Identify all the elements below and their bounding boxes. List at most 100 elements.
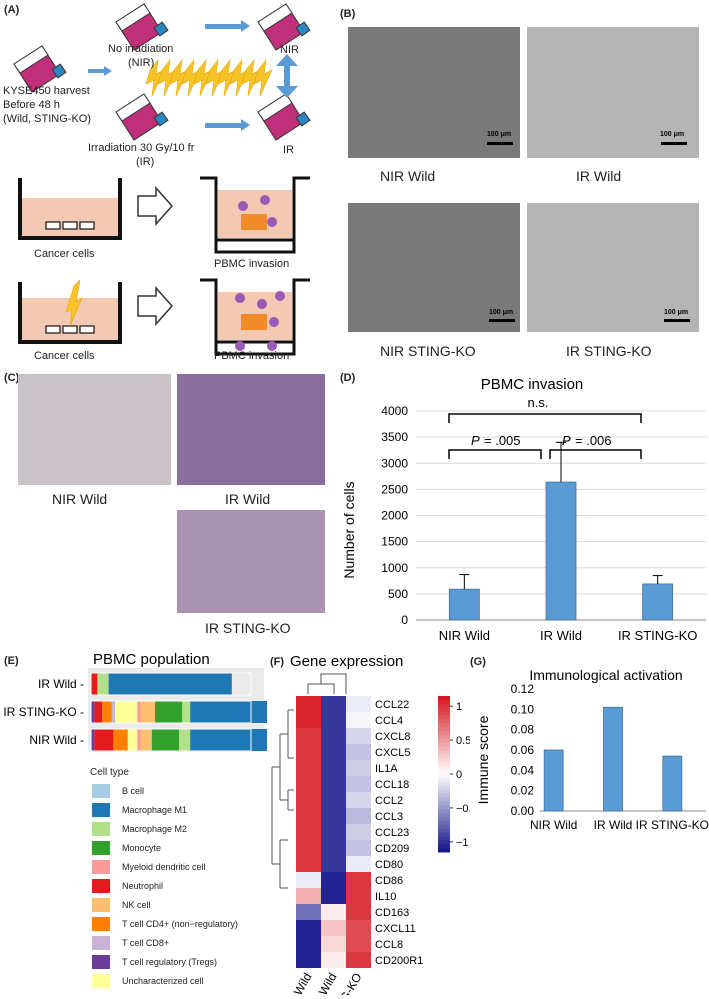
- chart-title: PBMC population: [93, 651, 210, 668]
- heatmap-cell: [346, 760, 371, 776]
- colorbar-step: [438, 770, 450, 775]
- heatmap-cell: [346, 792, 371, 808]
- colorbar-step: [438, 793, 450, 798]
- colorbar-step: [438, 824, 450, 830]
- colorbar-step: [438, 735, 450, 740]
- legend-item: T cell CD4+ (non−regulatory): [92, 917, 238, 931]
- row-label: CD80: [375, 859, 403, 871]
- ir-paren-label: (IR): [136, 156, 155, 168]
- y-axis-label: Number of cells: [341, 481, 357, 578]
- stacked-segment: [94, 729, 114, 751]
- stacked-segment: [111, 701, 115, 723]
- micrograph-label-ir-wild: IR Wild: [576, 168, 622, 184]
- bar: [448, 588, 480, 621]
- legend-swatch: [92, 955, 110, 969]
- row-dendrogram: [271, 709, 294, 889]
- heatmap-cell: [296, 888, 321, 904]
- legend-label: Uncharacterized cell: [122, 976, 204, 986]
- stacked-segment: [182, 701, 191, 723]
- colorbar-step: [438, 758, 450, 763]
- stacked-segment: [91, 673, 98, 695]
- colorbar: 1 0.5 0 −0.5 −1: [438, 696, 470, 853]
- colorbar-step: [438, 785, 450, 791]
- x-tick-label: IR Wild: [540, 628, 582, 643]
- category-label: NIR Wild -: [29, 733, 84, 747]
- legend-swatch: [92, 784, 110, 798]
- legend-item: Macrophage M2: [92, 822, 187, 836]
- gene-expression-heatmap: Gene expression CCL22 CCL4 CXCL8 CXCL5 IL1A C…: [271, 653, 470, 995]
- heatmap-cell: [321, 776, 346, 792]
- panel-letter-f: (F): [270, 656, 285, 668]
- heatmap-cell: [296, 760, 321, 776]
- x-tick-label: IR STING-KO: [618, 628, 697, 643]
- harvest-line1: KYSE450 harvest: [3, 85, 90, 97]
- y-tick-label: 2500: [381, 482, 408, 496]
- stacked-segment: [127, 729, 138, 751]
- colorbar-step: [438, 696, 450, 701]
- legend-item: Macrophage M1: [92, 803, 187, 817]
- heatmap-cell: [346, 936, 371, 952]
- row-label: CCL22: [375, 699, 409, 711]
- row-label: CXCL5: [375, 747, 410, 759]
- bar: [662, 755, 683, 812]
- p-label: P: [471, 433, 480, 448]
- heatmap-cell: [321, 696, 346, 712]
- row-label: CCL3: [375, 811, 403, 823]
- legend-swatch: [92, 917, 110, 931]
- row-label: CCL18: [375, 779, 409, 791]
- legend-label: Neutrophil: [122, 881, 164, 891]
- stacked-segment: [155, 701, 183, 723]
- flask-icon: [257, 93, 311, 141]
- chart-title: Immunological activation: [529, 667, 682, 683]
- y-tick-label: 500: [388, 587, 408, 601]
- legend-item: T cell CD8+: [92, 936, 169, 950]
- panel-letter-c: (C): [4, 372, 20, 384]
- colorbar-step: [438, 738, 450, 744]
- heatmap-cell: [296, 872, 321, 888]
- legend-label: T cell CD8+: [122, 938, 170, 948]
- p-value-2: = .006: [575, 433, 612, 448]
- heatmap-cell: [321, 936, 346, 952]
- panel-letter-e: (E): [4, 655, 19, 667]
- y-tick-label: 1000: [381, 561, 408, 575]
- colorbar-step: [438, 832, 450, 837]
- chart-title: PBMC invasion: [481, 376, 584, 393]
- heatmap-cell: [321, 712, 346, 728]
- colorbar-tick-label: 0: [456, 769, 462, 781]
- row-label: CD209: [375, 843, 409, 855]
- colorbar-step: [438, 828, 450, 833]
- heatmap-cell: [321, 760, 346, 776]
- row-label: CCL23: [375, 827, 409, 839]
- harvest-line2: Before 48 h: [3, 99, 60, 111]
- row-label: CCL8: [375, 939, 403, 951]
- legend-swatch: [92, 879, 110, 893]
- stacked-segment: [102, 701, 112, 723]
- heatmap-cell: [346, 856, 371, 872]
- legend-item: Uncharacterized cell: [92, 974, 204, 988]
- colorbar-tick-label: −0.5: [456, 803, 470, 815]
- colorbar-step: [438, 699, 450, 705]
- invasion-image-ir-wild: [177, 374, 325, 485]
- bar-outline: [90, 728, 252, 752]
- micrograph-label-nir-sting-ko: NIR STING-KO: [380, 343, 476, 359]
- y-tick-label: 3500: [381, 430, 408, 444]
- stacked-segment: [140, 729, 152, 751]
- invasion-label-ir-sting-ko: IR STING-KO: [205, 620, 291, 636]
- colorbar-step: [438, 820, 450, 826]
- bar: [545, 481, 577, 621]
- category-label: IR STING-KO -: [3, 705, 84, 719]
- legend-title: Cell type: [90, 767, 129, 778]
- heatmap-cell: [346, 696, 371, 712]
- scale-bar: [487, 142, 513, 145]
- heatmap-cell: [321, 888, 346, 904]
- colorbar-step: [438, 731, 450, 736]
- ir-label: IR: [283, 144, 294, 156]
- scale-label: 100 μm: [487, 131, 512, 138]
- pbmc-invasion-label-2: PBMC invasion: [214, 350, 290, 362]
- colorbar-step: [438, 774, 450, 779]
- pbmc-invasion-chart: PBMC invasion Number of cells 0 500 1000 15…: [341, 376, 706, 643]
- row-label: CD86: [375, 875, 403, 887]
- heatmap-cell: [296, 744, 321, 760]
- stacked-segment: [179, 729, 191, 751]
- micrograph-nir-wild: [348, 27, 520, 158]
